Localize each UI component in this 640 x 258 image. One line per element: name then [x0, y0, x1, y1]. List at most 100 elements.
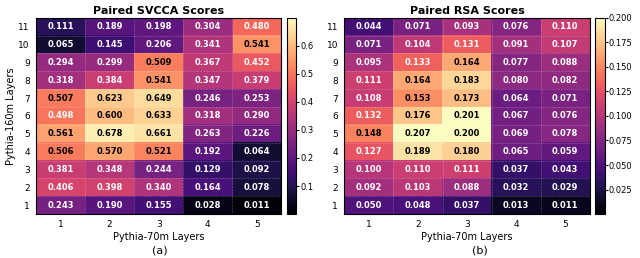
- Text: 0.406: 0.406: [47, 183, 74, 192]
- Text: 0.164: 0.164: [454, 58, 481, 67]
- Text: 0.127: 0.127: [356, 147, 382, 156]
- Text: 0.263: 0.263: [195, 129, 221, 138]
- Text: 0.076: 0.076: [552, 111, 579, 120]
- Text: 0.201: 0.201: [454, 111, 480, 120]
- Text: 0.243: 0.243: [47, 201, 74, 210]
- Title: Paired SVCCA Scores: Paired SVCCA Scores: [93, 6, 224, 15]
- Text: 0.200: 0.200: [454, 129, 480, 138]
- Text: 0.037: 0.037: [503, 165, 529, 174]
- Text: 0.080: 0.080: [503, 76, 529, 85]
- Text: 0.048: 0.048: [405, 201, 431, 210]
- Text: 0.600: 0.600: [97, 111, 123, 120]
- Text: 0.190: 0.190: [97, 201, 123, 210]
- Text: 0.091: 0.091: [503, 40, 529, 49]
- Text: 0.498: 0.498: [47, 111, 74, 120]
- Text: 0.633: 0.633: [145, 111, 172, 120]
- Text: 0.129: 0.129: [195, 165, 221, 174]
- Text: 0.318: 0.318: [195, 111, 221, 120]
- Text: 0.013: 0.013: [503, 201, 529, 210]
- Text: 0.071: 0.071: [552, 94, 579, 103]
- Text: 0.244: 0.244: [145, 165, 172, 174]
- Text: 0.541: 0.541: [145, 76, 172, 85]
- Text: 0.111: 0.111: [47, 22, 74, 31]
- Y-axis label: Pythia-160m Layers: Pythia-160m Layers: [6, 67, 15, 165]
- Text: 0.452: 0.452: [243, 58, 270, 67]
- Text: 0.294: 0.294: [47, 58, 74, 67]
- Text: 0.043: 0.043: [552, 165, 579, 174]
- Text: 0.110: 0.110: [404, 165, 431, 174]
- Text: 0.153: 0.153: [404, 94, 431, 103]
- Text: 0.164: 0.164: [404, 76, 431, 85]
- Text: (a): (a): [152, 245, 168, 255]
- Text: 0.082: 0.082: [552, 76, 579, 85]
- Text: 0.398: 0.398: [97, 183, 123, 192]
- Text: 0.253: 0.253: [243, 94, 270, 103]
- Text: 0.103: 0.103: [405, 183, 431, 192]
- Text: (b): (b): [472, 245, 488, 255]
- Text: 0.207: 0.207: [405, 129, 431, 138]
- Text: 0.050: 0.050: [356, 201, 382, 210]
- Text: 0.028: 0.028: [195, 201, 221, 210]
- Text: 0.164: 0.164: [195, 183, 221, 192]
- Text: 0.064: 0.064: [503, 94, 529, 103]
- Text: 0.092: 0.092: [356, 183, 382, 192]
- Text: 0.541: 0.541: [243, 40, 270, 49]
- Text: 0.107: 0.107: [552, 40, 579, 49]
- Text: 0.341: 0.341: [195, 40, 221, 49]
- Text: 0.384: 0.384: [97, 76, 123, 85]
- Text: 0.290: 0.290: [244, 111, 270, 120]
- Text: 0.133: 0.133: [405, 58, 431, 67]
- Text: 0.065: 0.065: [47, 40, 74, 49]
- Text: 0.340: 0.340: [145, 183, 172, 192]
- Text: 0.132: 0.132: [356, 111, 382, 120]
- Text: 0.507: 0.507: [47, 94, 74, 103]
- Text: 0.206: 0.206: [145, 40, 172, 49]
- Text: 0.561: 0.561: [47, 129, 74, 138]
- X-axis label: Pythia-70m Layers: Pythia-70m Layers: [113, 232, 204, 242]
- Text: 0.011: 0.011: [243, 201, 270, 210]
- Text: 0.110: 0.110: [552, 22, 579, 31]
- Title: Paired RSA Scores: Paired RSA Scores: [410, 6, 524, 15]
- Text: 0.077: 0.077: [503, 58, 529, 67]
- Text: 0.078: 0.078: [244, 183, 270, 192]
- Text: 0.348: 0.348: [97, 165, 123, 174]
- Text: 0.065: 0.065: [503, 147, 529, 156]
- Text: 0.145: 0.145: [97, 40, 123, 49]
- Text: 0.037: 0.037: [454, 201, 480, 210]
- Text: 0.011: 0.011: [552, 201, 579, 210]
- Text: 0.088: 0.088: [552, 58, 579, 67]
- Text: 0.570: 0.570: [97, 147, 123, 156]
- Text: 0.180: 0.180: [454, 147, 480, 156]
- Text: 0.067: 0.067: [503, 111, 529, 120]
- Text: 0.189: 0.189: [405, 147, 431, 156]
- Text: 0.246: 0.246: [195, 94, 221, 103]
- Text: 0.318: 0.318: [47, 76, 74, 85]
- Text: 0.069: 0.069: [503, 129, 529, 138]
- Text: 0.649: 0.649: [145, 94, 172, 103]
- Text: 0.379: 0.379: [244, 76, 270, 85]
- Text: 0.381: 0.381: [47, 165, 74, 174]
- Text: 0.032: 0.032: [503, 183, 529, 192]
- Text: 0.108: 0.108: [356, 94, 382, 103]
- Text: 0.299: 0.299: [97, 58, 123, 67]
- Text: 0.071: 0.071: [356, 40, 382, 49]
- Text: 0.623: 0.623: [97, 94, 123, 103]
- Text: 0.521: 0.521: [145, 147, 172, 156]
- Text: 0.131: 0.131: [454, 40, 480, 49]
- Text: 0.111: 0.111: [356, 76, 382, 85]
- Text: 0.198: 0.198: [145, 22, 172, 31]
- Text: 0.092: 0.092: [244, 165, 270, 174]
- Text: 0.304: 0.304: [195, 22, 221, 31]
- Text: 0.367: 0.367: [195, 58, 221, 67]
- Text: 0.189: 0.189: [97, 22, 123, 31]
- Text: 0.100: 0.100: [356, 165, 382, 174]
- X-axis label: Pythia-70m Layers: Pythia-70m Layers: [421, 232, 513, 242]
- Text: 0.661: 0.661: [145, 129, 172, 138]
- Text: 0.155: 0.155: [145, 201, 172, 210]
- Text: 0.088: 0.088: [454, 183, 480, 192]
- Text: 0.183: 0.183: [454, 76, 480, 85]
- Text: 0.044: 0.044: [356, 22, 382, 31]
- Text: 0.678: 0.678: [97, 129, 123, 138]
- Text: 0.480: 0.480: [244, 22, 270, 31]
- Text: 0.506: 0.506: [47, 147, 74, 156]
